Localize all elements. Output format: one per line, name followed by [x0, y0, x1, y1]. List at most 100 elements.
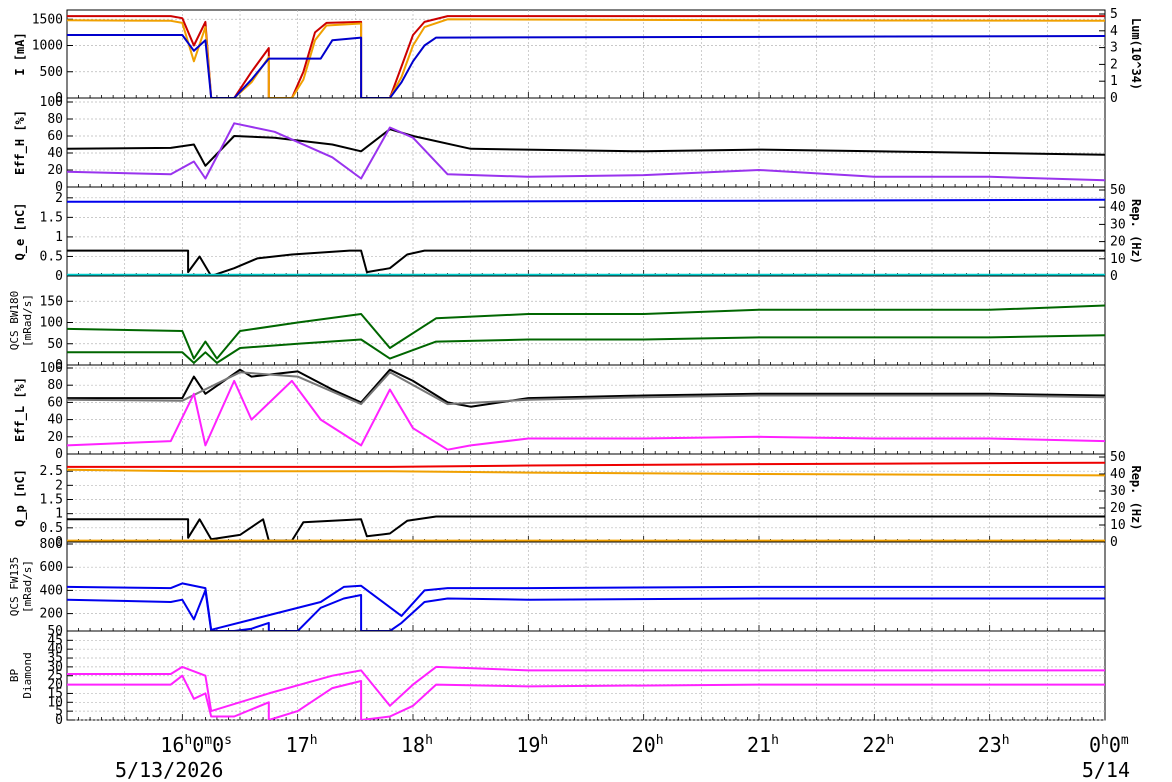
y-right-tick-label: 1	[1110, 74, 1118, 89]
x-hour-label: 18h	[401, 733, 433, 757]
y-right-label: Lum(10^34)	[1129, 18, 1143, 90]
y-tick-label: 40	[47, 413, 63, 428]
y-axis-label-2: [mRad/s]	[21, 294, 34, 347]
y-right-tick-label: 30	[1110, 217, 1126, 232]
y-tick-label: 0.5	[40, 521, 63, 536]
panel-effL: 0 20 40 60 80 100 Eff_L [%]	[13, 361, 1106, 462]
x-hour-label: 22h	[862, 733, 894, 757]
y-right-tick-label: 40	[1110, 200, 1126, 215]
y-axis-label: QCS FW135	[8, 557, 21, 617]
y-axis-label: Eff_L [%]	[13, 377, 28, 442]
y-axis-label-2: [mRad/s]	[21, 560, 34, 613]
y-tick-label: 30	[47, 660, 63, 675]
y-tick-label: 20	[47, 678, 63, 693]
series-line-qcsbw-1	[67, 304, 1105, 360]
y-tick-label: 5	[55, 704, 63, 719]
y-tick-label: 60	[47, 129, 63, 144]
y-right-tick-label: 4	[1110, 24, 1118, 39]
y-tick-label: 20	[47, 163, 63, 178]
y-right-tick-label: 20	[1110, 235, 1126, 250]
series-line-bp-0	[67, 674, 1105, 720]
y-tick-label: 0	[55, 91, 63, 106]
y-axis-label: BP	[8, 669, 21, 683]
series-line-current-2	[67, 34, 1105, 98]
x-axis: 16h0m0s 17h 18h 19h 20h 21h 22h 23h 0h0m 5/13/202…	[115, 733, 1130, 782]
y-tick-label: 2.5	[40, 464, 63, 479]
y-tick-label: 0	[55, 447, 63, 462]
series-line-qcsfw-1	[67, 582, 1105, 631]
y-tick-label: 150	[40, 294, 63, 309]
y-right-tick-label: 5	[1110, 7, 1118, 22]
y-tick-label: 40	[47, 642, 63, 657]
y-tick-label: 0	[55, 535, 63, 550]
y-tick-label: 600	[40, 560, 63, 575]
series-line-current-1	[67, 18, 1105, 98]
y-right-tick-label: 0	[1110, 535, 1118, 550]
series-line-effH-1	[67, 122, 1105, 182]
series-line-effH-0	[67, 128, 1105, 167]
y-tick-label: 25	[47, 669, 63, 684]
y-tick-label: 0	[55, 713, 63, 728]
y-right-label: Rep. (Hz)	[1129, 199, 1143, 264]
y-tick-label: 0	[55, 358, 63, 373]
series-group	[67, 198, 1105, 276]
series-line-qp-2	[67, 515, 1105, 542]
y-right-tick-label: 0	[1110, 269, 1118, 284]
y-right-tick-label: 2	[1110, 57, 1118, 72]
y-axis-label: Eff_H [%]	[13, 110, 28, 175]
y-right-tick-label: 20	[1110, 501, 1126, 516]
series-line-qcsbw-0	[67, 334, 1105, 364]
y-right-tick-label: 50	[1110, 450, 1126, 465]
x-date-right: 5/14	[1082, 758, 1130, 782]
series-line-qcsfw-0	[67, 589, 1105, 631]
x-hour-label: 0h0m	[1089, 733, 1129, 757]
series-line-effL-2	[67, 379, 1105, 451]
panel-effH: 0 20 40 60 80 100 Eff_H [%]	[13, 95, 1106, 195]
y-tick-label: 500	[40, 65, 63, 80]
series-group	[67, 122, 1105, 182]
y-axis-label-2: Diamond	[21, 652, 34, 698]
y-axis-label: I [mA]	[13, 32, 27, 75]
y-right-tick-label: 30	[1110, 484, 1126, 499]
y-right-tick-label: 10	[1110, 252, 1126, 267]
y-right-tick-label: 10	[1110, 518, 1126, 533]
y-right-tick-label: 3	[1110, 41, 1118, 56]
y-right-label: Rep. (Hz)	[1129, 465, 1143, 530]
y-tick-label: 1500	[32, 12, 63, 27]
y-tick-label: 45	[47, 633, 63, 648]
series-group	[67, 665, 1105, 720]
y-tick-label: 15	[47, 686, 63, 701]
y-tick-label: 80	[47, 378, 63, 393]
y-tick-label: 1	[55, 507, 63, 522]
y-right-tick-label: 40	[1110, 467, 1126, 482]
series-group	[67, 304, 1105, 364]
x-hour-label: 23h	[978, 733, 1010, 757]
series-group	[67, 461, 1105, 542]
y-tick-label: 80	[47, 112, 63, 127]
series-line-qp-0	[67, 461, 1105, 468]
y-tick-label: 60	[47, 395, 63, 410]
series-group	[67, 368, 1105, 451]
y-tick-label: 0	[55, 269, 63, 284]
y-axis-label: Q_e [nC]	[13, 203, 28, 261]
y-tick-label: 800	[40, 537, 63, 552]
y-axis-label: QCS BW180	[8, 291, 21, 351]
y-tick-label: 1000	[32, 39, 63, 54]
series-line-effL-1	[67, 371, 1105, 406]
panel-qcsbw: 0 50 100 150 QCS BW180 [mRad/s]	[8, 275, 1106, 373]
y-tick-label: 35	[47, 651, 63, 666]
x-hour-label: 20h	[632, 733, 664, 757]
y-tick-label: 50	[47, 337, 63, 352]
panel-qcsfw: 50 200 400 600 800 QCS FW135 [mRad/s]	[8, 537, 1106, 639]
y-tick-label: 50	[47, 624, 63, 639]
y-tick-label: 100	[40, 316, 63, 331]
series-line-bp-1	[67, 665, 1105, 713]
y-tick-label: 100	[40, 95, 63, 110]
y-tick-label: 200	[40, 607, 63, 622]
y-tick-label: 100	[40, 361, 63, 376]
